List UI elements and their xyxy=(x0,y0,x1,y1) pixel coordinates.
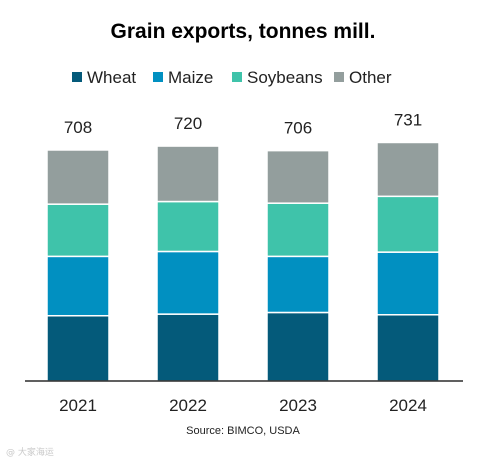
x-tick-2024: 2024 xyxy=(389,396,427,415)
bar-other-2024 xyxy=(376,141,440,198)
legend-label-other: Other xyxy=(349,68,392,87)
x-tick-2022: 2022 xyxy=(169,396,207,415)
bar-wheat-2023 xyxy=(266,311,330,382)
total-label-2024: 731 xyxy=(394,110,422,129)
legend-label-wheat: Wheat xyxy=(87,68,136,87)
bar-soybeans-2024 xyxy=(376,195,440,253)
bar-maize-2021 xyxy=(46,255,110,317)
legend-swatch-wheat xyxy=(72,72,82,82)
source-note: Source: BIMCO, USDA xyxy=(186,425,300,437)
bar-soybeans-2022 xyxy=(156,200,220,253)
bar-other-2022 xyxy=(156,145,220,203)
bar-maize-2023 xyxy=(266,255,330,314)
bar-wheat-2022 xyxy=(156,313,220,382)
bar-maize-2024 xyxy=(376,251,440,316)
total-label-2021: 708 xyxy=(64,118,92,137)
watermark: @ 大家海运 xyxy=(6,446,54,458)
bar-soybeans-2023 xyxy=(266,202,330,258)
bars xyxy=(46,141,440,382)
bar-wheat-2024 xyxy=(376,314,440,382)
legend-label-maize: Maize xyxy=(168,68,213,87)
legend-swatch-maize xyxy=(153,72,163,82)
x-tick-2023: 2023 xyxy=(279,396,317,415)
legend-swatch-soybeans xyxy=(232,72,242,82)
x-tick-2021: 2021 xyxy=(59,396,97,415)
total-label-2023: 706 xyxy=(284,119,312,138)
bar-other-2021 xyxy=(46,149,110,205)
total-label-2022: 720 xyxy=(174,114,202,133)
bar-other-2023 xyxy=(266,149,330,204)
bar-maize-2022 xyxy=(156,250,220,315)
total-labels: 708 720 706 731 xyxy=(64,110,422,137)
chart-title: Grain exports, tonnes mill. xyxy=(111,20,376,43)
legend-label-soybeans: Soybeans xyxy=(247,68,323,87)
x-tick-labels: 2021 2022 2023 2024 xyxy=(59,396,427,415)
bar-wheat-2021 xyxy=(46,314,110,382)
bar-soybeans-2021 xyxy=(46,203,110,258)
legend-swatch-other xyxy=(334,72,344,82)
legend: Wheat Maize Soybeans Other xyxy=(72,68,392,87)
